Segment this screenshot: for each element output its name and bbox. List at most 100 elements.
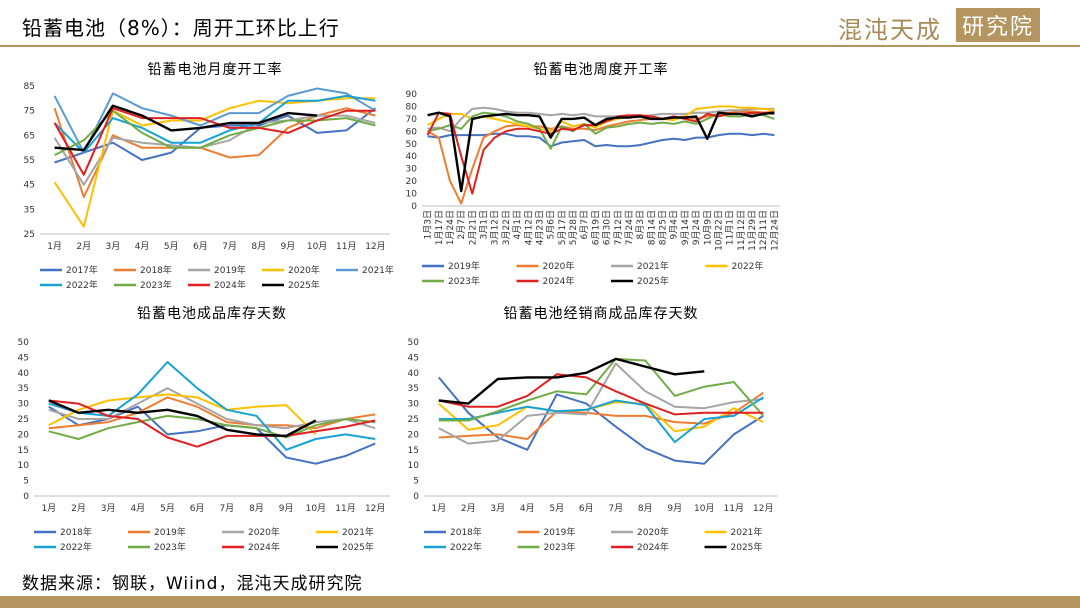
legend-item: 2022年 (34, 541, 92, 553)
legend-item: 2025年 (704, 541, 762, 553)
y-tick-label: 10 (406, 190, 418, 200)
x-tick-label: 3月1日 (479, 210, 490, 239)
legend-label: 2023年 (154, 541, 186, 553)
x-tick-label: 4月 (135, 241, 150, 252)
y-tick-label: 70 (406, 115, 418, 125)
legend-item: 2023年 (517, 541, 575, 553)
y-tick-label: 40 (406, 152, 418, 162)
x-tick-label: 1月 (431, 503, 446, 514)
legend-item: 2021年 (316, 526, 374, 538)
x-tick-label: 9月4日 (669, 210, 680, 239)
y-tick-label: 30 (18, 400, 30, 410)
series-line (438, 373, 764, 416)
x-tick-label: 12月 (365, 241, 385, 252)
series-line (48, 399, 376, 448)
chart-weekly-utilization: 铅蓄电池周度开工率 0 10 20 30 40 50 60 70 80 90 1月3日 1月17日 1月2… (400, 56, 800, 288)
series-line (48, 396, 376, 430)
x-tick-label: 10月 (307, 241, 327, 252)
legend-item: 2024年 (222, 541, 280, 553)
x-tick-label: 2月 (71, 503, 86, 514)
x-tick-label: 7月 (222, 241, 237, 252)
x-tick-label: 4月 (520, 503, 535, 514)
legend-item: 2020年 (222, 526, 280, 538)
x-tick-label: 2月 (461, 503, 476, 514)
series-line (48, 405, 376, 465)
legend-label: 2024年 (214, 279, 246, 288)
chart-svg: 铅蓄电池月度开工率 25 35 45 55 65 75 85 1月 2月 3月 4月 5月 6月 7月 8月 9… (24, 61, 394, 288)
legend-label: 2021年 (342, 526, 374, 538)
legend-label: 2021年 (731, 526, 763, 538)
legend-label: 2018年 (140, 264, 172, 276)
legend-item: 2021年 (704, 526, 763, 538)
legend-item: 2019年 (517, 526, 576, 538)
legend-item: 2018年 (34, 526, 92, 538)
y-tick-label: 50 (408, 338, 420, 348)
x-tick-label: 10月22日 (713, 210, 724, 251)
x-tick-label: 5月 (549, 503, 564, 514)
x-tick-label: 4月 (130, 503, 145, 514)
x-tick-label: 2月21日 (467, 210, 478, 245)
y-tick-label: 35 (24, 205, 35, 215)
legend-item: 2020年 (262, 264, 320, 276)
x-tick-label: 11月 (724, 503, 744, 514)
y-tick-label: 75 (24, 107, 35, 117)
legend-label: 2020年 (248, 526, 280, 538)
x-tick-label: 6月 (579, 503, 594, 514)
y-tick-label: 30 (406, 165, 418, 175)
header-divider (0, 45, 1080, 47)
footer-band (0, 596, 1080, 608)
x-tick-label: 1月24日 (445, 210, 456, 245)
legend-item: 2019年 (422, 260, 480, 272)
legend-item: 2020年 (611, 526, 669, 538)
x-tick-label: 10月9日 (702, 210, 713, 245)
legend-label: 2022年 (60, 541, 92, 553)
legend-item: 2022年 (40, 279, 98, 288)
legend-label: 2018年 (60, 526, 92, 538)
y-tick-label: 65 (24, 131, 35, 141)
y-tick-label: 60 (406, 127, 418, 137)
x-tick-label: 7月 (219, 503, 234, 514)
x-tick-label: 8月 (249, 503, 264, 514)
y-tick-label: 35 (408, 384, 419, 394)
y-tick-label: 10 (408, 461, 420, 471)
x-tick-label: 8月25日 (658, 210, 669, 245)
x-tick-label: 1月17日 (434, 210, 445, 245)
x-tick-label: 3月 (490, 503, 505, 514)
series-line (53, 94, 376, 154)
y-tick-label: 25 (18, 415, 29, 425)
x-tick-label: 9月24日 (691, 210, 702, 245)
legend-label: 2019年 (544, 526, 576, 538)
legend-label: 2019年 (214, 264, 246, 276)
legend-item: 2023年 (422, 275, 480, 287)
y-tick-label: 20 (408, 430, 420, 440)
legend-item: 2020年 (516, 260, 574, 272)
x-tick-label: 3月22日 (501, 210, 512, 245)
x-tick-label: 5月 (164, 241, 179, 252)
x-tick-label: 11月12日 (736, 210, 747, 251)
y-tick-label: 15 (408, 446, 419, 456)
legend-label: 2023年 (448, 275, 480, 287)
x-tick-label: 5月17日 (557, 210, 568, 245)
x-tick-label: 9月 (279, 503, 294, 514)
chart-title: 铅蓄电池周度开工率 (534, 61, 669, 78)
legend-label: 2025年 (288, 279, 320, 288)
legend-item: 2024年 (188, 279, 246, 288)
legend-label: 2020年 (288, 264, 320, 276)
legend-item: 2023年 (114, 279, 172, 288)
series-line (48, 387, 376, 430)
legend-item: 2025年 (611, 275, 669, 287)
x-tick-label: 5月 (160, 503, 175, 514)
chart-title: 铅蓄电池成品库存天数 (137, 306, 287, 322)
logo-badge: 研究院 (956, 8, 1041, 42)
x-tick-label: 12月 (365, 503, 385, 514)
series-line (438, 357, 705, 405)
legend-label: 2021年 (637, 260, 669, 272)
legend-item: 2019年 (128, 526, 186, 538)
x-tick-label: 5月6日 (546, 210, 557, 239)
x-tick-label: 7月24日 (624, 210, 635, 245)
chart-svg: 铅蓄电池周度开工率 0 10 20 30 40 50 60 70 80 90 1月3日 1月17日 1月2… (406, 61, 781, 287)
legend-label: 2021年 (362, 264, 394, 276)
x-tick-label: 12月24日 (769, 210, 780, 251)
series-line (438, 391, 764, 440)
legend-item: 2018年 (114, 264, 172, 276)
